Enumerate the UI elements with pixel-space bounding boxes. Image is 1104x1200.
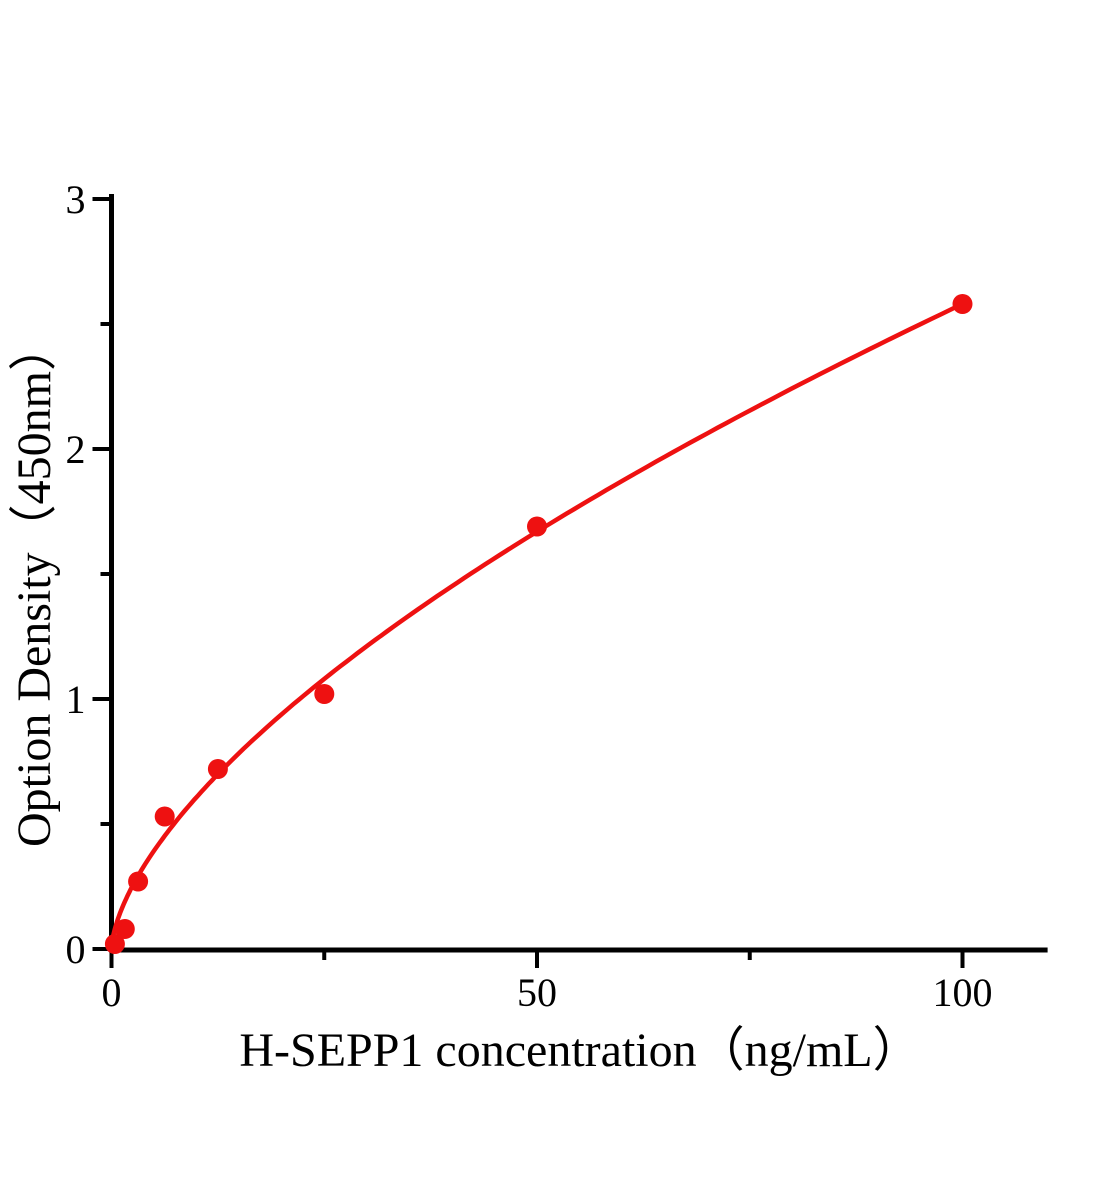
data-point xyxy=(154,806,175,827)
y-tick-label: 1 xyxy=(66,677,86,722)
y-tick-label: 0 xyxy=(66,927,86,972)
data-point xyxy=(104,934,125,954)
axes-layer: 0 50 100 0 1 2 3 xyxy=(66,177,1048,1015)
x-tick-label: 0 xyxy=(102,970,122,1015)
plot-layer xyxy=(104,294,973,954)
y-tick-label: 2 xyxy=(66,427,86,472)
data-point xyxy=(114,919,135,939)
data-point xyxy=(527,516,547,537)
y-tick-label: 3 xyxy=(66,177,86,222)
data-point xyxy=(128,871,149,892)
x-axis-title: H-SEPP1 concentration（ng/mL） xyxy=(239,1024,920,1077)
fit-curve xyxy=(109,301,965,952)
data-point xyxy=(207,759,228,779)
data-point xyxy=(314,684,335,704)
y-axis-title: Option Density（450nm） xyxy=(8,323,61,847)
x-tick-label: 50 xyxy=(517,970,557,1015)
x-tick-label: 100 xyxy=(933,970,993,1015)
data-point xyxy=(952,294,973,314)
